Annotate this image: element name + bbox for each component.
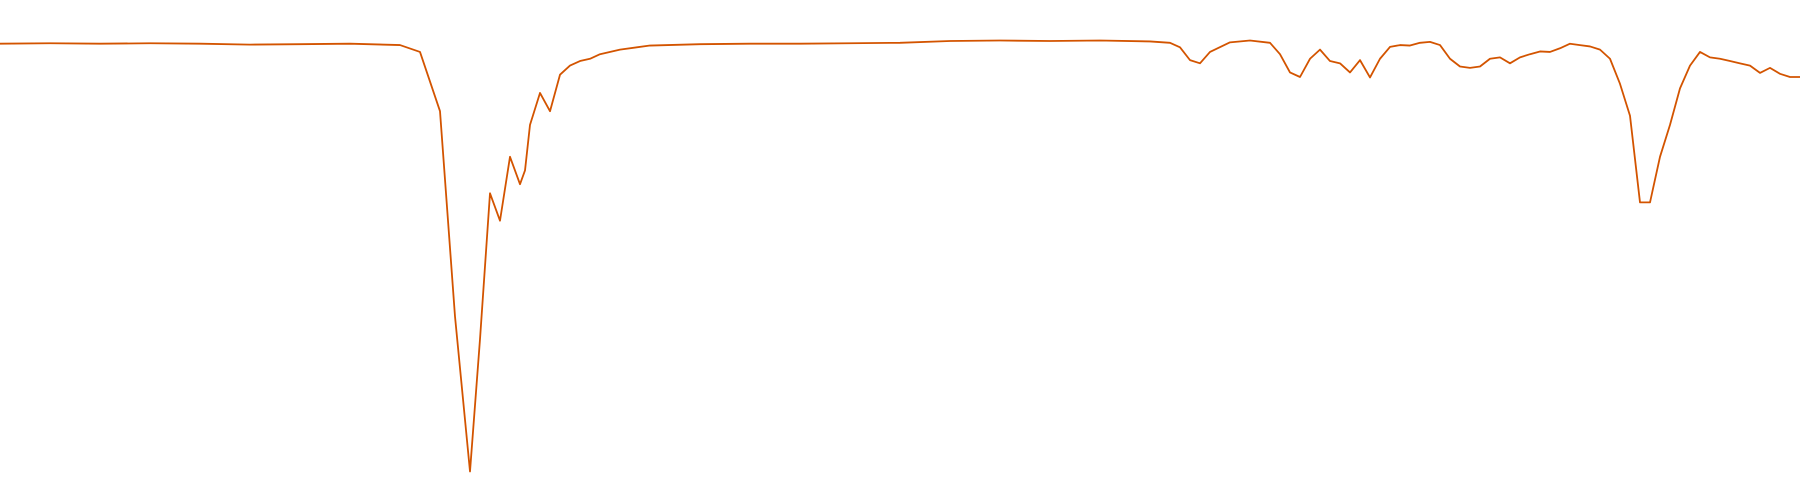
- series-line: [0, 39, 1800, 473]
- plot-area: [0, 39, 1800, 473]
